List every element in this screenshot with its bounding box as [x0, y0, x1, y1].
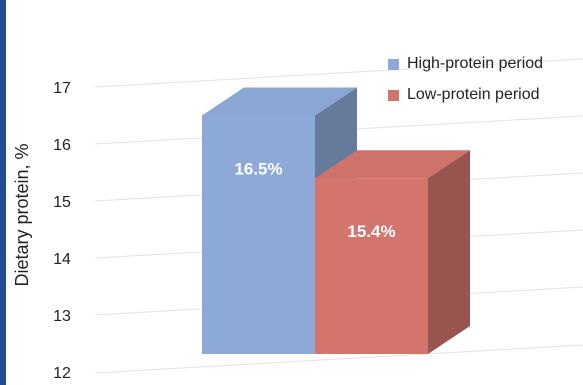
legend-label-low-protein: Low-protein period — [407, 86, 540, 103]
legend-swatch-low-protein — [388, 89, 399, 101]
y-tick-label: 17 — [53, 80, 71, 97]
bar-data-label: 15.4% — [347, 222, 395, 241]
y-tick-label: 14 — [53, 251, 71, 268]
legend-label-high-protein: High-protein period — [407, 55, 544, 72]
legend-item-high-protein: High-protein period — [388, 54, 543, 74]
bar-low-protein: 15.4% — [315, 150, 470, 354]
bar-front-face — [202, 115, 315, 354]
gridline — [94, 58, 583, 88]
legend-swatch-high-protein — [388, 58, 399, 70]
bar-front-face — [315, 178, 428, 354]
y-tick-label: 13 — [53, 308, 71, 325]
bar-top-face — [315, 150, 470, 179]
bar-top-face — [202, 87, 357, 116]
chart-gridlines — [94, 58, 583, 374]
bar-side-face — [428, 150, 470, 354]
bar-data-label: 16.5% — [234, 160, 282, 179]
chart-bars: 16.5% 15.4% — [202, 87, 470, 354]
y-tick-label: 16 — [53, 137, 71, 154]
bar-high-protein: 16.5% — [202, 87, 357, 354]
y-tick-label: 15 — [53, 194, 71, 211]
y-tick-label: 12 — [53, 365, 71, 382]
gridline — [94, 344, 583, 374]
chart-legend: High-protein period Low-protein period — [388, 54, 543, 116]
left-border-stripe — [0, 0, 6, 385]
y-axis-ticks: 12 13 14 15 16 17 — [53, 80, 71, 382]
legend-item-low-protein: Low-protein period — [388, 85, 543, 105]
y-axis-label: Dietary protein, % — [12, 143, 32, 286]
